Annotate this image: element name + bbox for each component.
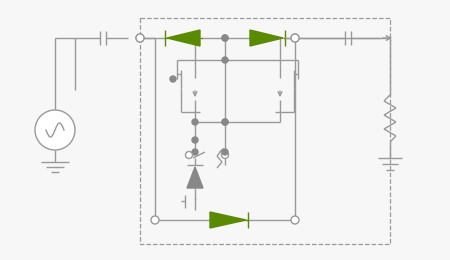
Circle shape [222,149,228,155]
Polygon shape [250,30,283,46]
Circle shape [222,35,228,41]
Circle shape [35,110,75,150]
Circle shape [192,149,198,155]
Circle shape [221,152,229,159]
Polygon shape [187,167,203,188]
Circle shape [192,119,198,125]
Circle shape [185,152,193,159]
Circle shape [222,119,228,125]
Circle shape [222,119,228,125]
Circle shape [222,35,228,41]
Polygon shape [210,212,246,228]
Circle shape [192,137,198,143]
Circle shape [291,34,299,42]
Circle shape [291,34,299,42]
Polygon shape [167,30,200,46]
Circle shape [136,34,144,42]
Circle shape [136,34,144,42]
Circle shape [151,216,159,224]
Circle shape [291,216,299,224]
Circle shape [170,76,176,82]
Circle shape [222,57,228,63]
